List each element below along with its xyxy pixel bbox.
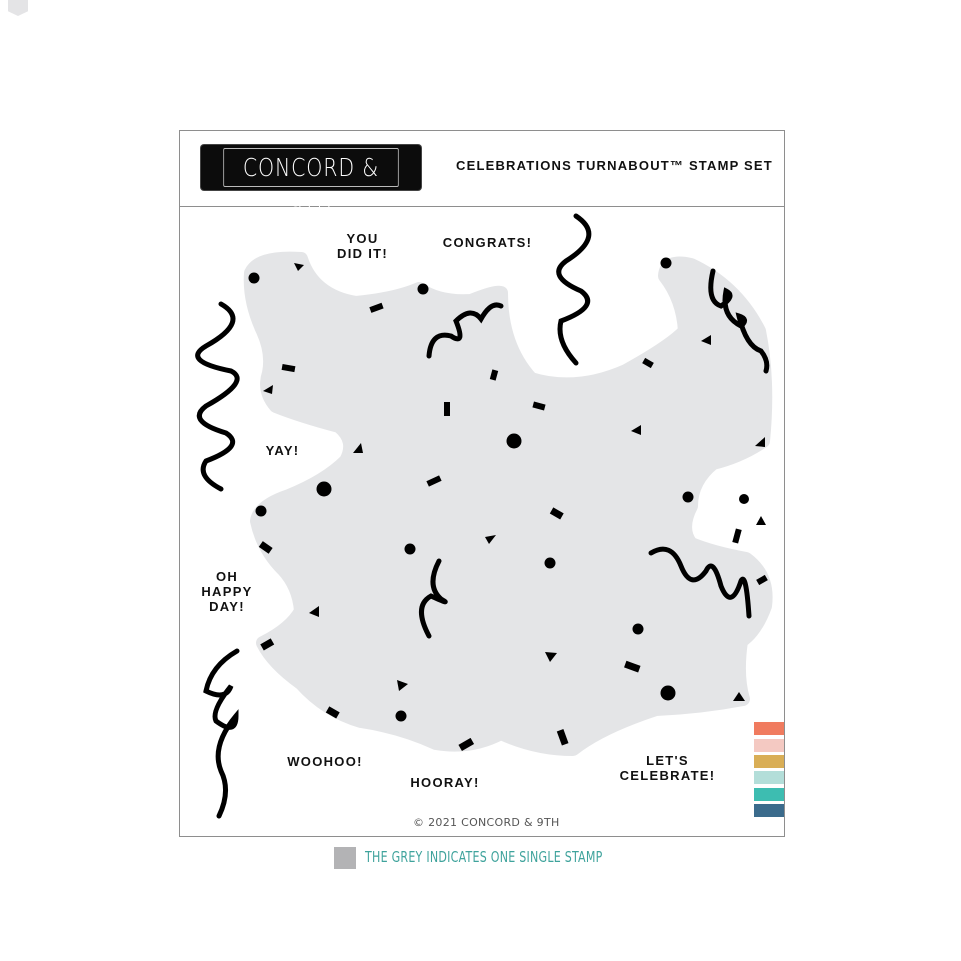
grey-stamp-shape: [243, 251, 773, 756]
confetti-triangle: [701, 335, 711, 345]
sentiment-you-did-it: YOU DID IT!: [337, 231, 388, 261]
confetti-rect: [624, 660, 641, 673]
confetti-triangle: [263, 385, 273, 394]
confetti-triangle: [545, 652, 557, 662]
confetti-rect: [556, 729, 569, 746]
confetti-dot: [632, 623, 644, 635]
confetti-rect: [642, 357, 654, 369]
confetti-dot: [682, 491, 694, 503]
confetti-rect: [369, 302, 384, 313]
card-header: CONCORD & 9TH CELEBRATIONS TURNABOUT™ ST…: [180, 131, 784, 219]
confetti-rect: [444, 402, 450, 416]
confetti-rect: [489, 369, 499, 381]
confetti-rect: [325, 706, 340, 719]
confetti-triangle: [755, 437, 765, 447]
confetti-triangle: [309, 606, 319, 617]
confetti-dot: [316, 481, 332, 497]
confetti-dot: [255, 505, 267, 517]
confetti-rect: [426, 475, 442, 487]
confetti-dot: [739, 494, 749, 504]
confetti-triangle: [294, 263, 304, 271]
sentiment-congrats: CONGRATS!: [442, 235, 533, 250]
color-swatch: [754, 788, 784, 801]
legend-grey-swatch: [334, 847, 356, 869]
sentiment-yay: YAY!: [265, 443, 300, 458]
confetti-rect: [458, 737, 475, 751]
corner-decoration: [8, 0, 28, 16]
color-swatch: [754, 722, 784, 735]
brand-logo: CONCORD & 9TH: [201, 145, 421, 219]
confetti-rect: [260, 638, 275, 651]
streamers: [195, 213, 770, 819]
sentiment-lets-celebrate: LET'S CELEBRATE!: [619, 753, 716, 783]
streamer-middle: [419, 558, 448, 639]
legend-text: THE GREY INDICATES ONE SINGLE STAMP: [365, 848, 603, 866]
logo-text: CONCORD & 9TH: [223, 148, 399, 219]
streamer-left-bottom: [203, 648, 240, 819]
confetti-rect: [549, 507, 564, 520]
color-swatch: [754, 804, 784, 817]
streamer-right-mid: [648, 546, 752, 619]
confetti-dot: [544, 557, 556, 569]
confetti-rect: [258, 541, 273, 554]
confetti-dots: [248, 257, 749, 722]
confetti-dot: [660, 685, 676, 701]
streamer-center-top: [556, 213, 592, 366]
confetti-dot: [417, 283, 429, 295]
stamp-set-card: CONCORD & 9TH CELEBRATIONS TURNABOUT™ ST…: [179, 130, 785, 837]
confetti-dot: [248, 272, 260, 284]
confetti-rect: [532, 401, 546, 411]
streamer-right-top: [708, 268, 770, 374]
copyright: © 2021 CONCORD & 9TH: [413, 816, 560, 829]
sentiment-hooray: HOORAY!: [410, 775, 480, 790]
confetti-triangles: [263, 263, 766, 701]
stamp-artwork: [195, 213, 773, 819]
streamer-center: [426, 302, 504, 359]
product-title: CELEBRATIONS TURNABOUT™ STAMP SET: [456, 158, 773, 173]
confetti-rect: [281, 364, 296, 373]
confetti-dot: [395, 710, 407, 722]
confetti-dot: [660, 257, 672, 269]
confetti-dot: [404, 543, 416, 555]
confetti-dot: [506, 433, 522, 449]
color-swatch: [754, 755, 784, 768]
confetti-triangle: [756, 516, 766, 525]
color-swatch: [754, 739, 784, 752]
confetti-triangle: [353, 443, 363, 453]
confetti-rect: [756, 574, 768, 586]
color-swatch: [754, 771, 784, 784]
confetti-triangle: [485, 535, 496, 544]
confetti-triangle: [733, 692, 745, 701]
confetti-triangle: [631, 425, 641, 435]
sentiment-woohoo: WOOHOO!: [287, 754, 363, 769]
confetti-rects: [258, 302, 768, 751]
streamer-left-top: [195, 301, 240, 492]
confetti-triangle: [397, 680, 408, 691]
sentiment-oh-happy-day: OH HAPPY DAY!: [201, 569, 253, 614]
confetti-rect: [732, 528, 742, 544]
